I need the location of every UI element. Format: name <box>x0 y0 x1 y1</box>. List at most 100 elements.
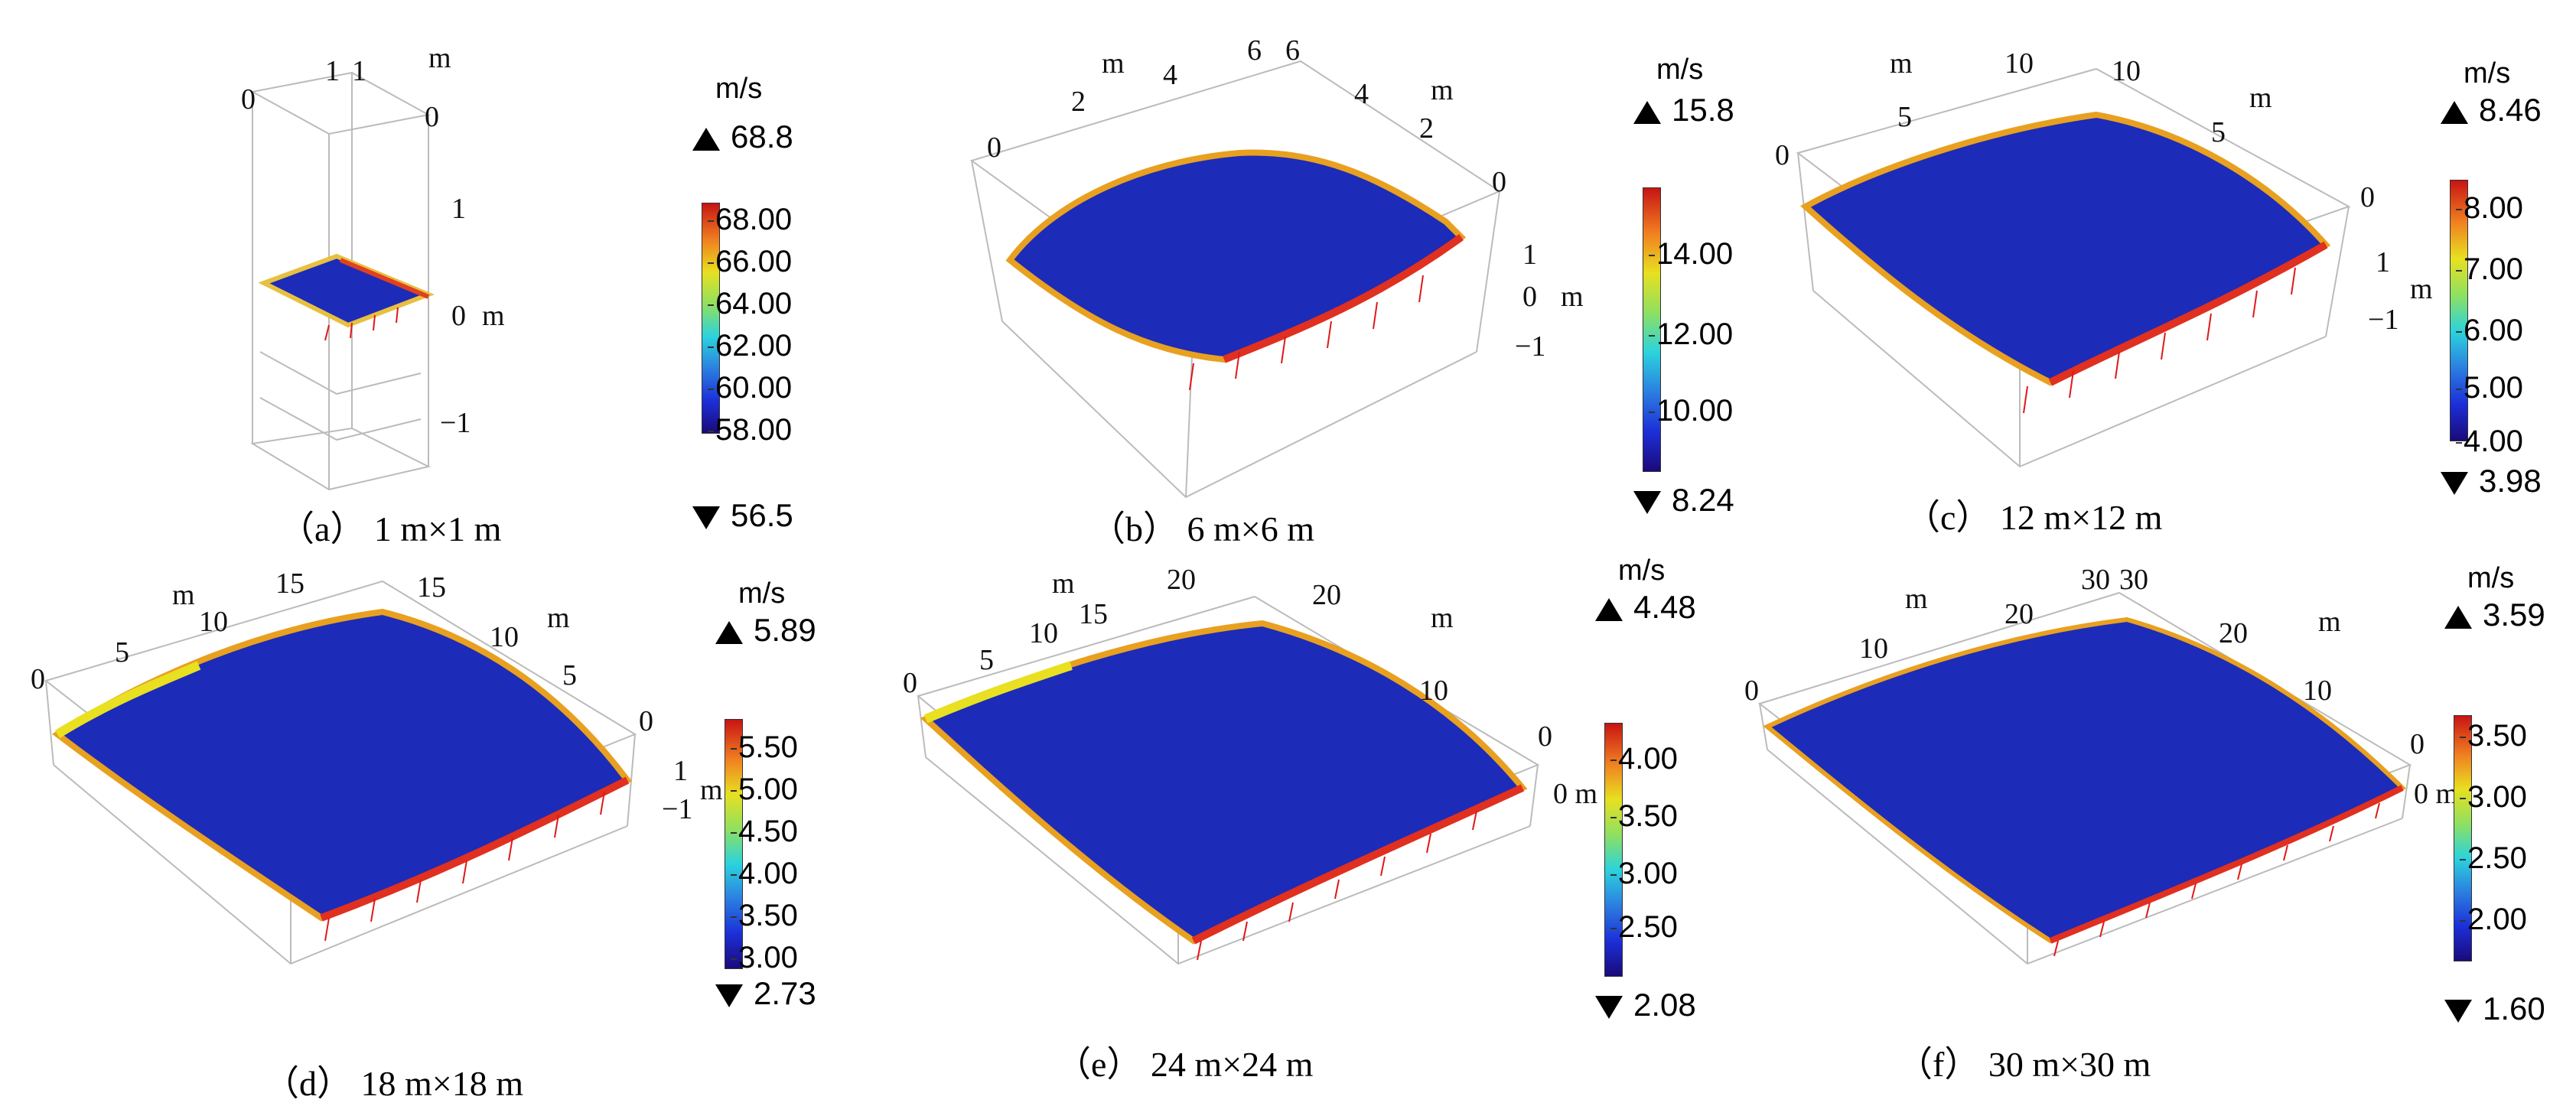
colorbar-tick: 4.00 <box>1610 742 1678 776</box>
axis-label: 0 <box>1744 675 1759 707</box>
colorbar-tick: 6.00 <box>2456 314 2523 347</box>
axis-label: m <box>2410 273 2433 305</box>
max-value: 5.89 <box>715 612 816 649</box>
max-value: 15.8 <box>1633 92 1734 128</box>
axis-label: 2 <box>1419 112 1434 145</box>
axis-label: 0 <box>903 667 917 699</box>
max-value: 3.59 <box>2444 597 2545 633</box>
axis-label: 1 <box>673 755 688 787</box>
axis-label: 20 <box>2004 598 2034 630</box>
axis-label: 0 <box>1538 721 1552 753</box>
colorbar-tick: 10.00 <box>1648 394 1734 428</box>
unit-label: m/s <box>715 73 763 105</box>
axis-label: m <box>1561 281 1584 313</box>
colorbar-tick: 2.50 <box>2460 841 2527 875</box>
min-triangle-icon <box>2441 471 2468 495</box>
colorbar-tick: 66.00 <box>707 245 793 278</box>
caption-e: （e） 24 m×24 m <box>1056 1045 1314 1084</box>
axis-label: 0 <box>2360 181 2375 213</box>
axis-label: 0 <box>31 663 45 695</box>
max-triangle-icon <box>692 127 720 151</box>
min-triangle-icon <box>692 506 720 529</box>
axis-label: 10 <box>1419 675 1448 707</box>
colorbar-tick: 4.00 <box>731 857 798 890</box>
colorbar-tick: 3.50 <box>731 899 798 932</box>
axis-label: m <box>172 579 195 611</box>
unit-label: m/s <box>738 577 786 610</box>
colorbar-tick: 58.00 <box>707 413 793 447</box>
colorbar <box>1643 187 1661 472</box>
axis-label: m <box>1102 47 1125 80</box>
axis-label: m <box>2249 82 2272 114</box>
axis-label: 20 <box>1167 564 1196 596</box>
min-triangle-icon <box>2444 999 2472 1023</box>
min-value: 2.08 <box>1595 987 1696 1023</box>
axis-label: 20 <box>2219 617 2248 649</box>
axis-label: 0 m <box>1553 778 1597 810</box>
axis-label: m <box>2318 606 2341 638</box>
colorbar-tick: 3.50 <box>2460 719 2527 753</box>
caption-b: （b） 6 m×6 m <box>1090 509 1315 548</box>
colorbar-tick: 7.00 <box>2456 252 2523 286</box>
min-value: 56.5 <box>692 497 793 534</box>
axis-label: m <box>547 602 570 634</box>
axis-label: 0 <box>1522 281 1537 313</box>
axis-label: −1 <box>662 793 692 825</box>
axis-label: −1 <box>440 407 471 439</box>
caption-d: （d） 18 m×18 m <box>264 1064 524 1103</box>
colorbar <box>702 203 720 434</box>
colorbar-tick: 2.50 <box>1610 910 1678 944</box>
axis-label: 5 <box>979 644 994 676</box>
axis-label: m <box>700 774 723 806</box>
axis-label: 10 <box>2004 47 2034 80</box>
axis-label: 0 m <box>2414 778 2458 810</box>
axis-label: 5 <box>562 659 577 691</box>
colorbar-tick: 60.00 <box>707 371 793 405</box>
colorbar-tick: 5.00 <box>2456 371 2523 405</box>
colorbar-tick: 12.00 <box>1648 317 1734 351</box>
colorbar-tick: 3.50 <box>1610 799 1678 833</box>
colorbar-tick: 5.00 <box>731 773 798 806</box>
axis-label: 1 <box>325 55 340 87</box>
caption-c: （c） 12 m×12 m <box>1905 498 2163 537</box>
axis-label: 1 <box>1522 239 1537 271</box>
axis-label: 0 <box>987 132 1001 164</box>
axis-label: 30 <box>2081 564 2110 596</box>
colorbar-tick: 4.50 <box>731 815 798 848</box>
axis-label: 0 <box>1775 139 1790 171</box>
unit-label: m/s <box>2467 562 2515 594</box>
axis-label: 1 <box>451 193 466 225</box>
axis-label: m <box>1052 568 1075 600</box>
axis-label: m <box>1431 74 1454 106</box>
axis-label: 15 <box>275 568 304 600</box>
unit-label: m/s <box>1618 555 1666 587</box>
colorbar-tick: 8.00 <box>2456 191 2523 225</box>
colorbar-tick: 62.00 <box>707 329 793 363</box>
colorbar-tick: 5.50 <box>731 730 798 764</box>
max-triangle-icon <box>1633 100 1661 124</box>
max-triangle-icon <box>2444 605 2472 629</box>
colorbar-tick: 2.00 <box>2460 903 2527 936</box>
axis-label: −1 <box>1515 330 1545 363</box>
axis-label: m <box>482 300 505 332</box>
colorbar <box>2450 180 2468 441</box>
axis-label: 1 <box>2376 246 2390 278</box>
axis-label: 5 <box>2211 116 2226 148</box>
axis-label: m <box>1905 583 1928 615</box>
max-triangle-icon <box>1595 597 1623 621</box>
caption-f: （f） 30 m×30 m <box>1897 1045 2151 1084</box>
min-triangle-icon <box>1595 995 1623 1019</box>
axis-label: 10 <box>2112 55 2141 87</box>
min-value: 2.73 <box>715 975 816 1012</box>
axis-label: 1 <box>352 55 366 87</box>
axis-label: 10 <box>199 606 228 638</box>
caption-a: （a） 1 m×1 m <box>279 509 502 548</box>
axis-label: 10 <box>1029 617 1058 649</box>
axis-label: −1 <box>2368 304 2399 336</box>
axis-label: 10 <box>490 621 519 653</box>
